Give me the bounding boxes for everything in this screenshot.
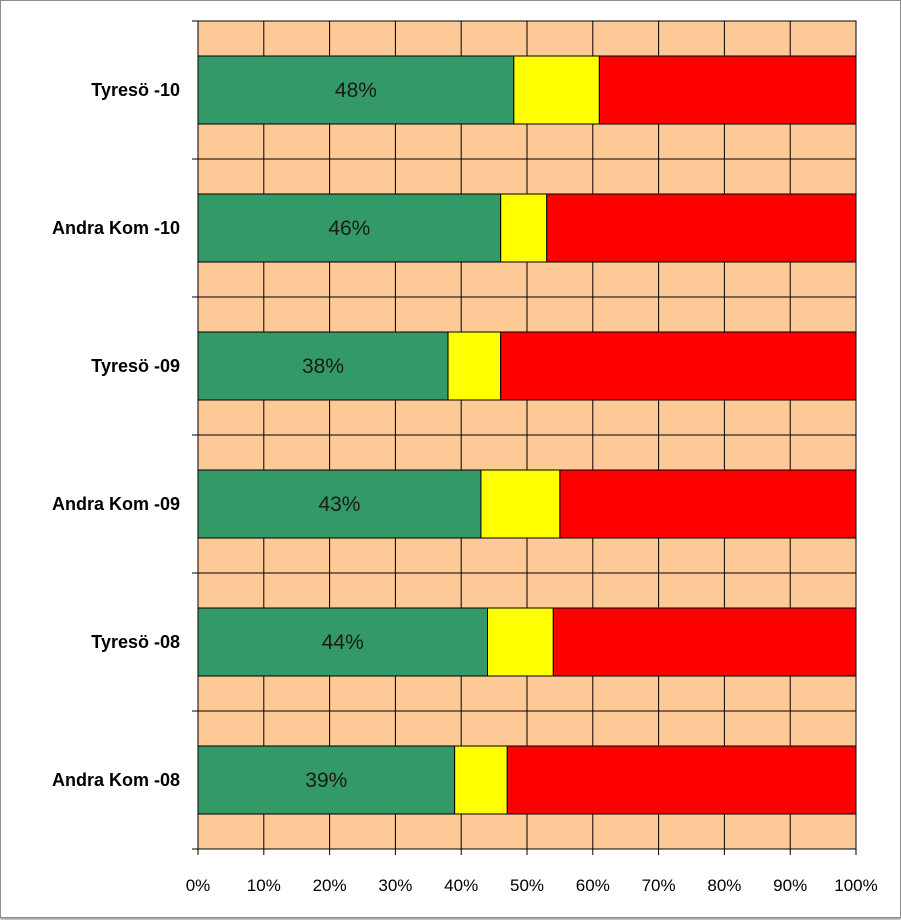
data-label: 39% [305,769,347,792]
bar-segment [197,331,449,401]
category-label: Andra Kom -10 [52,218,180,238]
bar-segment [197,745,456,815]
bar-segment [197,55,515,125]
x-tick-label: 10% [247,876,281,895]
labels: 48% Tyresö -10 46% Andra Kom -10 38% Tyresö -… [52,79,878,895]
data-label: 44% [322,631,364,654]
category-label: Andra Kom -08 [52,770,180,790]
bar-segment [197,469,482,539]
bar-segment [197,607,489,677]
bar-segment [197,193,502,263]
x-tick-label: 70% [642,876,676,895]
x-tick-label: 60% [576,876,610,895]
bar-segment [487,607,554,677]
bar-segment [480,469,561,539]
bars [197,55,857,815]
bar-segment [546,193,857,263]
x-tick-label: 100% [834,876,877,895]
data-label: 48% [335,79,377,102]
bar-segment [513,55,600,125]
plot-area [192,20,857,855]
data-label: 38% [302,355,344,378]
bar-segment [506,745,857,815]
x-tick-label: 30% [378,876,412,895]
x-tick-label: 0% [186,876,211,895]
data-label: 46% [328,217,370,240]
data-label: 43% [318,493,360,516]
bar-segment [552,607,857,677]
category-label: Tyresö -10 [91,80,180,100]
category-label: Tyresö -08 [91,632,180,652]
x-tick-label: 40% [444,876,478,895]
bar-segment [454,745,508,815]
category-label: Andra Kom -09 [52,494,180,514]
x-tick-label: 90% [773,876,807,895]
bar-segment [500,193,548,263]
bar-segment [598,55,857,125]
x-tick-label: 20% [313,876,347,895]
bar-segment [559,469,857,539]
bar-segment [500,331,857,401]
category-label: Tyresö -09 [91,356,180,376]
x-tick-label: 80% [707,876,741,895]
bar-segment [447,331,502,401]
x-tick-label: 50% [510,876,544,895]
